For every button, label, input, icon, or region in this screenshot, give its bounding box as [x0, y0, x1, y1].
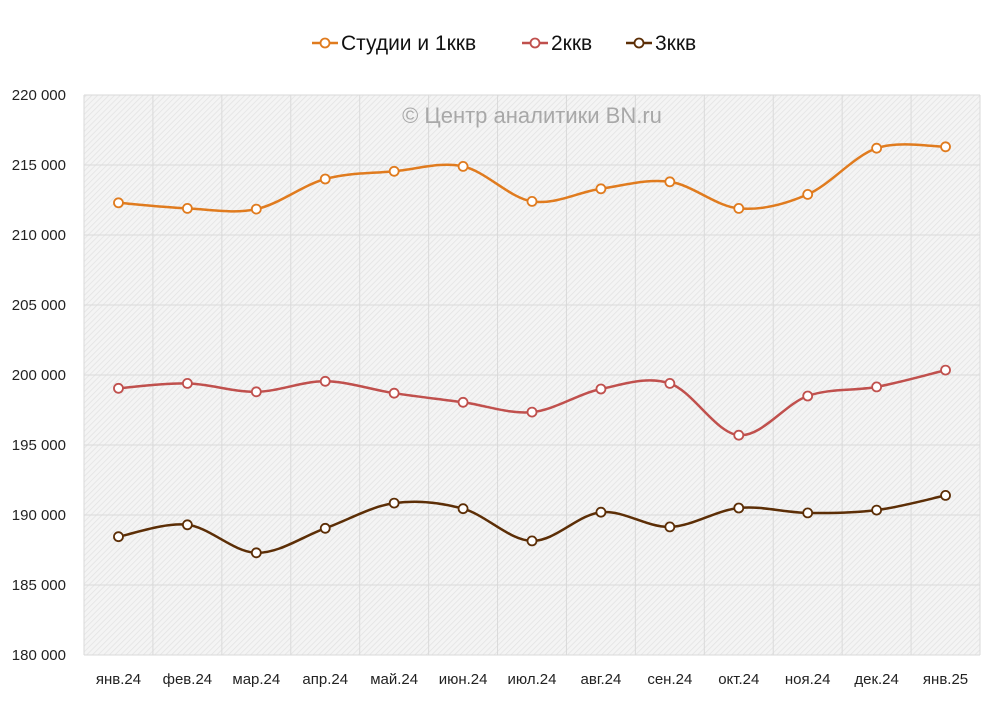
data-point	[181, 519, 193, 531]
data-point	[595, 183, 607, 195]
legend-label: 3ккв	[655, 32, 696, 55]
data-point	[113, 382, 124, 394]
legend-marker	[633, 37, 645, 49]
data-point	[802, 188, 814, 200]
data-point	[319, 522, 331, 534]
data-point	[319, 375, 331, 387]
data-point	[388, 387, 400, 399]
data-point	[940, 489, 951, 501]
legend-marker	[529, 37, 541, 49]
data-point	[664, 521, 676, 533]
x-tick-label: ноя.24	[785, 671, 831, 688]
x-tick-label: янв.25	[923, 671, 968, 688]
data-point	[871, 504, 883, 516]
data-point	[319, 173, 331, 185]
x-tick-label: сен.24	[647, 671, 692, 688]
data-point	[388, 165, 400, 177]
x-tick-label: окт.24	[718, 671, 759, 688]
y-tick-label: 190 000	[12, 507, 66, 524]
data-point	[595, 506, 607, 518]
data-point	[457, 503, 469, 515]
y-tick-label: 220 000	[12, 87, 66, 104]
data-point	[595, 383, 607, 395]
data-point	[181, 377, 193, 389]
legend-marker	[319, 37, 331, 49]
data-point	[733, 502, 745, 514]
data-point	[113, 531, 124, 543]
y-tick-label: 200 000	[12, 367, 66, 384]
data-point	[871, 381, 883, 393]
data-point	[457, 396, 469, 408]
legend-label: Студии и 1ккв	[341, 32, 476, 55]
x-tick-label: апр.24	[302, 671, 348, 688]
y-tick-label: 210 000	[12, 227, 66, 244]
x-tick-label: мар.24	[232, 671, 280, 688]
data-point	[733, 202, 745, 214]
data-point	[526, 535, 538, 547]
x-tick-label: янв.24	[96, 671, 141, 688]
watermark: © Центр аналитики BN.ru	[402, 103, 662, 128]
data-point	[457, 160, 469, 172]
data-point	[664, 176, 676, 188]
data-point	[871, 142, 883, 154]
x-tick-label: авг.24	[581, 671, 622, 688]
data-point	[733, 429, 745, 441]
data-point	[388, 497, 400, 509]
data-point	[113, 197, 124, 209]
y-tick-label: 185 000	[12, 577, 66, 594]
y-tick-label: 180 000	[12, 647, 66, 664]
data-point	[940, 364, 951, 376]
legend-label: 2ккв	[551, 32, 592, 55]
x-tick-label: фев.24	[163, 671, 213, 688]
data-point	[181, 202, 193, 214]
data-point	[802, 390, 814, 402]
data-point	[250, 547, 262, 559]
data-point	[802, 507, 814, 519]
data-point	[250, 203, 262, 215]
data-point	[250, 386, 262, 398]
y-tick-label: 195 000	[12, 437, 66, 454]
x-tick-label: май.24	[370, 671, 418, 688]
x-tick-label: июн.24	[439, 671, 488, 688]
x-tick-label: июл.24	[508, 671, 557, 688]
data-point	[664, 377, 676, 389]
y-tick-label: 205 000	[12, 297, 66, 314]
data-point	[526, 406, 538, 418]
y-tick-label: 215 000	[12, 157, 66, 174]
data-point	[940, 141, 951, 153]
x-tick-label: дек.24	[854, 671, 899, 688]
data-point	[526, 195, 538, 207]
